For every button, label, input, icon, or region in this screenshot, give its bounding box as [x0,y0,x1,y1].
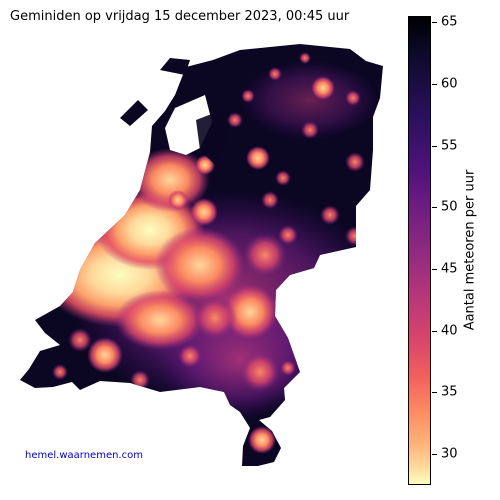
colorbar [408,16,431,485]
colorbar-label: Aantal meteoren per uur [462,169,478,331]
colorbar-tick-label: 55 [441,138,458,154]
colorbar-tick-label: 50 [441,199,458,215]
colorbar-tick [432,207,437,209]
colorbar-tick [432,269,437,270]
colorbar-tick [432,330,437,332]
water [165,95,230,165]
colorbar-tick-label: 60 [441,76,458,92]
colorbar-tick [432,22,437,24]
colorbar-tick-label: 65 [441,14,458,30]
colorbar-tick-label: 35 [441,384,458,400]
source-credit: hemel.waarnemen.com [25,450,143,461]
colorbar-tick [432,83,437,85]
colorbar-tick-label: 30 [441,446,458,462]
land [20,44,383,466]
colorbar-tick [432,454,437,456]
map-title: Geminiden op vrijdag 15 december 2023, 0… [10,9,350,24]
colorbar-tick [432,392,437,394]
colorbar-tick [432,145,437,147]
colorbar-tick-label: 40 [441,323,458,339]
colorbar-tick-label: 45 [441,261,458,277]
